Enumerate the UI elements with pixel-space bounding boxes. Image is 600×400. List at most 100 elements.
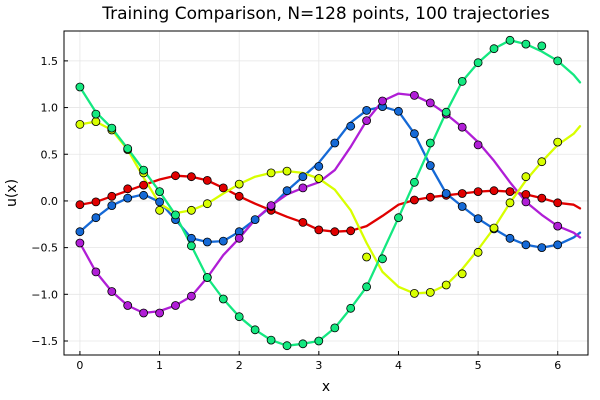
data-point: [330, 138, 340, 148]
series-3: [78, 120, 582, 295]
series-line: [78, 92, 582, 315]
data-point: [250, 215, 260, 225]
data-point: [202, 237, 212, 247]
data-point: [441, 189, 451, 198]
data-point: [123, 193, 133, 203]
data-point: [75, 227, 85, 237]
series-markers-4: [75, 35, 563, 351]
data-point: [457, 77, 467, 86]
data-point: [409, 177, 419, 187]
x-axis-label: x: [322, 379, 330, 395]
data-point: [409, 288, 419, 298]
data-point: [553, 240, 563, 250]
data-point: [107, 201, 117, 211]
data-point: [107, 191, 117, 201]
data-point: [218, 236, 228, 246]
data-point: [473, 247, 483, 257]
data-point: [107, 287, 117, 296]
y-tick-label: −1.5: [31, 335, 58, 348]
data-point: [457, 189, 467, 198]
data-point: [330, 227, 340, 237]
data-point: [171, 301, 180, 310]
data-point: [202, 199, 212, 209]
data-point: [250, 325, 260, 335]
data-point: [457, 202, 467, 211]
data-point: [441, 107, 451, 117]
data-point: [521, 197, 531, 207]
data-point: [75, 238, 85, 248]
data-point: [457, 269, 467, 279]
data-point: [537, 243, 547, 253]
data-point: [553, 56, 563, 66]
data-point: [553, 198, 563, 208]
data-point: [473, 214, 483, 224]
series-2: [78, 92, 582, 315]
data-point: [473, 140, 483, 150]
data-point: [425, 287, 435, 297]
data-point: [186, 233, 196, 243]
data-point: [298, 172, 308, 182]
data-point: [171, 210, 180, 220]
data-point: [425, 98, 435, 108]
data-point: [409, 129, 419, 139]
data-point: [155, 308, 165, 318]
data-point: [218, 294, 228, 304]
data-point: [521, 172, 531, 182]
data-point: [266, 335, 276, 345]
data-point: [409, 195, 419, 205]
y-tick-label: −0.5: [31, 242, 58, 255]
data-point: [314, 174, 324, 183]
data-point: [139, 165, 149, 175]
data-point: [186, 172, 196, 182]
x-tick-label: 1: [156, 359, 163, 372]
x-tick-label: 4: [395, 359, 402, 372]
data-point: [139, 180, 149, 190]
data-point: [91, 109, 101, 119]
data-point: [521, 240, 531, 250]
data-point: [186, 241, 196, 251]
data-point: [441, 280, 451, 290]
data-point: [123, 301, 133, 310]
axis-ticks: 0 1 2 3 4 5 6 −1.5 −1.0 −0.5 0.0 0.5 1.0 1.5: [31, 55, 561, 372]
y-axis-label: u(x): [4, 179, 20, 207]
data-point: [425, 192, 435, 202]
data-point: [362, 116, 372, 125]
data-point: [394, 106, 403, 116]
data-point: [489, 223, 499, 233]
data-point: [314, 225, 324, 235]
data-point: [234, 191, 244, 201]
data-point: [75, 200, 85, 210]
x-tick-label: 3: [315, 359, 322, 372]
data-point: [123, 184, 133, 194]
data-point: [91, 267, 101, 277]
data-point: [537, 41, 547, 51]
data-point: [202, 175, 212, 185]
series-layer: [75, 35, 582, 351]
data-point: [362, 252, 372, 262]
x-tick-label: 5: [475, 359, 482, 372]
data-point: [346, 303, 356, 313]
data-point: [234, 233, 244, 243]
series-markers-1: [75, 102, 563, 253]
data-point: [521, 189, 531, 199]
data-point: [155, 205, 165, 215]
data-point: [409, 91, 419, 100]
data-point: [234, 312, 244, 322]
data-point: [553, 221, 563, 231]
y-tick-label: −1.0: [31, 288, 58, 301]
plot-frame: [63, 30, 589, 356]
data-point: [425, 138, 435, 148]
data-point: [457, 122, 467, 132]
data-point: [473, 58, 483, 68]
data-point: [394, 213, 403, 223]
x-tick-label: 6: [554, 359, 561, 372]
data-point: [75, 120, 85, 129]
data-point: [521, 39, 531, 49]
data-point: [505, 233, 515, 243]
data-point: [505, 35, 515, 45]
data-point: [489, 186, 499, 196]
data-point: [218, 183, 228, 193]
data-point: [282, 341, 292, 351]
data-point: [298, 217, 308, 227]
